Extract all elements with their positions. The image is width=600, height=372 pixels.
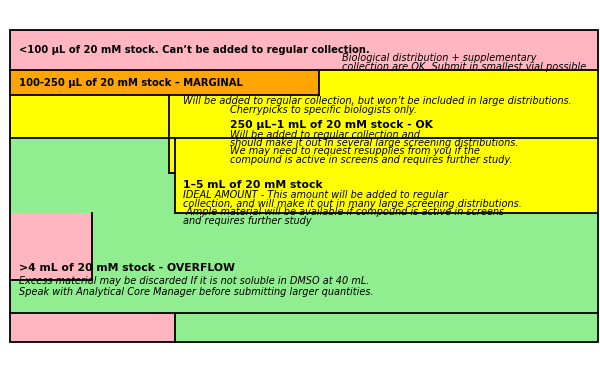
Text: Excess material may be discarded If it is not soluble in DMSO at 40 mL.: Excess material may be discarded If it i… — [19, 276, 369, 286]
Bar — [175, 313, 598, 342]
Text: Biological distribution + supplementary: Biological distribution + supplementary — [342, 53, 537, 63]
Bar — [10, 313, 598, 342]
Text: Speak with Analytical Core Manager before submitting larger quantities.: Speak with Analytical Core Manager befor… — [19, 287, 373, 297]
Text: Will be added to regular collection, but won’t be included in large distribution: Will be added to regular collection, but… — [184, 96, 572, 106]
Text: We may need to request resupplies from you if the: We may need to request resupplies from y… — [230, 146, 481, 156]
Text: collection, and will make it out in many large screening distributions.: collection, and will make it out in many… — [184, 199, 523, 209]
Bar — [10, 30, 598, 70]
Text: should make it out in several large screening distributions.: should make it out in several large scre… — [230, 138, 519, 148]
Text: Cherrypicks to specific biologists only.: Cherrypicks to specific biologists only. — [230, 105, 418, 115]
Text: Ample material will be available if compound is active in screens: Ample material will be available if comp… — [184, 207, 505, 217]
Bar — [10, 70, 598, 213]
Text: IDEAL AMOUNT - This amount will be added to regular: IDEAL AMOUNT - This amount will be added… — [184, 190, 448, 201]
Bar — [10, 173, 175, 213]
Bar — [10, 213, 598, 313]
Text: >4 mL of 20 mM stock - OVERFLOW: >4 mL of 20 mM stock - OVERFLOW — [19, 263, 235, 273]
Bar — [10, 138, 169, 173]
Bar — [10, 213, 92, 280]
Text: Will be added to regular collection and: Will be added to regular collection and — [230, 129, 421, 140]
Text: collection are OK. Submit in smallest vial possible.: collection are OK. Submit in smallest vi… — [342, 62, 590, 72]
Text: and requires further study: and requires further study — [184, 216, 312, 226]
Text: <100 μL of 20 mM stock. Can’t be added to regular collection.: <100 μL of 20 mM stock. Can’t be added t… — [19, 45, 370, 55]
Text: 1–5 mL of 20 mM stock: 1–5 mL of 20 mM stock — [184, 180, 323, 190]
Text: compound is active in screens and requires further study.: compound is active in screens and requir… — [230, 155, 513, 165]
Text: 100-250 μL of 20 mM stock – MARGINAL: 100-250 μL of 20 mM stock – MARGINAL — [19, 78, 242, 88]
Bar — [10, 70, 319, 95]
Text: 250 μL–1 mL of 20 mM stock - OK: 250 μL–1 mL of 20 mM stock - OK — [230, 120, 433, 130]
